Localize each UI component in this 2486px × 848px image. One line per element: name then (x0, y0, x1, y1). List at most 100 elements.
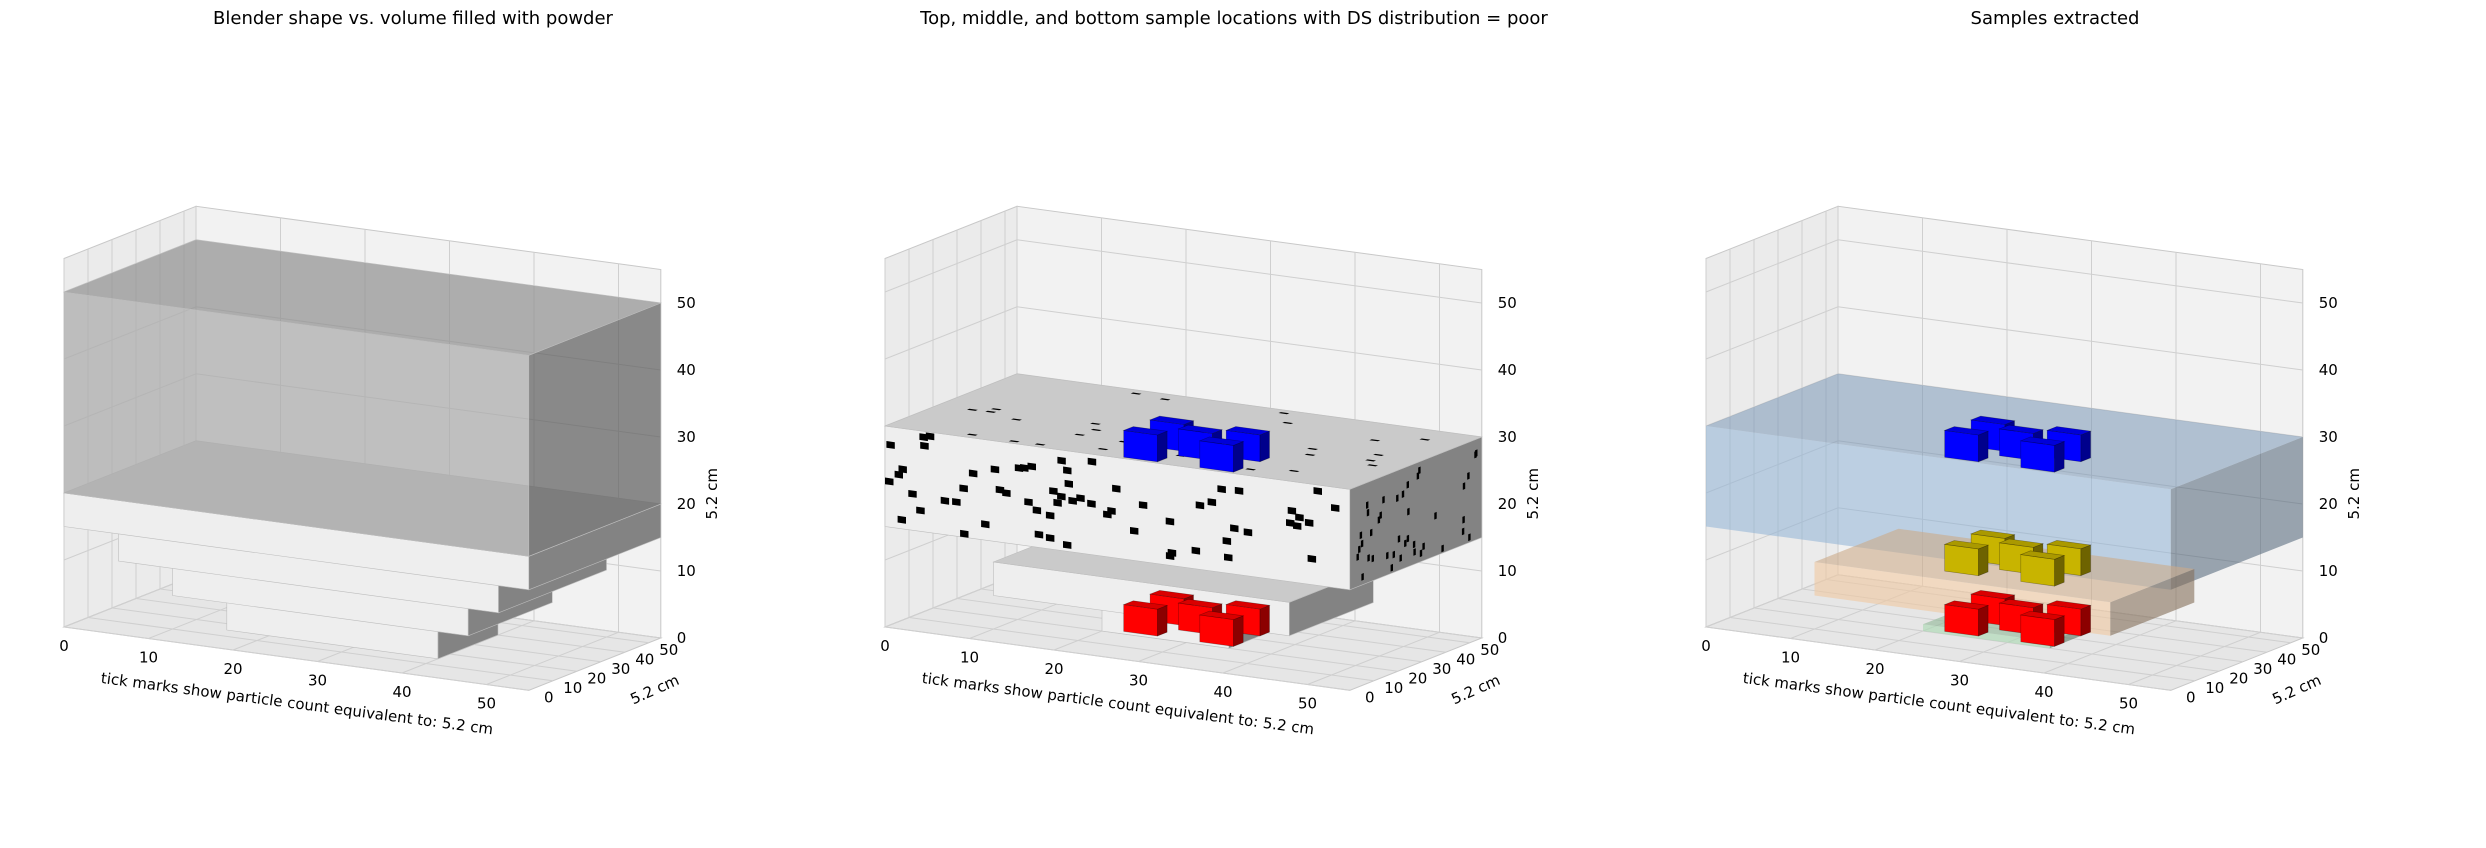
y-tick-label: 20 (2229, 669, 2248, 687)
speckle (1468, 533, 1471, 542)
plane-top-right (2170, 437, 2303, 590)
sample-cube-top (1969, 415, 2016, 425)
y-axis-label: 5.2 cm (628, 671, 682, 708)
grid-line-z (1705, 306, 2303, 371)
z-tick-label: 30 (2319, 428, 2338, 446)
x-tick-label: 30 (308, 672, 327, 690)
sample-cube-right (1978, 604, 1989, 637)
speckle (1366, 501, 1369, 509)
speckle (990, 408, 1002, 411)
sample-cube-top (1122, 600, 1169, 610)
sample-cube-top (1148, 590, 1195, 600)
panel-sample-locations: Top, middle, and bottom sample locations… (880, 8, 1548, 738)
sample-cube-top (1943, 600, 1990, 610)
speckle (1404, 539, 1407, 548)
speckle (1413, 548, 1416, 556)
x-tick-label: 10 (1781, 649, 1800, 667)
sample-cube-top (1122, 426, 1169, 436)
speckle (1461, 527, 1465, 536)
sample-cube-top (1177, 598, 1224, 609)
speckle (1419, 549, 1423, 558)
y-tick-label: 20 (587, 669, 606, 687)
speckle (1366, 508, 1370, 517)
y-tick-label: 50 (659, 641, 678, 659)
y-tick-label: 50 (2301, 641, 2320, 659)
x-tick-label: 40 (392, 683, 411, 701)
z-tick-label: 20 (677, 495, 696, 513)
speckle (1130, 527, 1139, 535)
y-axis-label: 5.2 cm (2270, 671, 2324, 708)
speckle (1293, 522, 1302, 530)
plot-content (62, 239, 662, 660)
sample-cube-right (1233, 615, 1244, 647)
x-tick-label: 20 (1044, 660, 1063, 678)
speckle (1422, 542, 1425, 551)
speckle (1386, 551, 1389, 560)
speckle (1165, 552, 1175, 560)
speckle (1397, 535, 1401, 543)
speckle (1138, 501, 1148, 509)
sample-cube-top (2019, 550, 2066, 560)
speckle (1396, 494, 1399, 502)
sample-cube-top (1998, 538, 2045, 548)
sample-cube-right (2054, 554, 2065, 587)
solid-blender-shape-top (62, 239, 662, 356)
samples-top (1943, 415, 2092, 473)
sample-cube-right (1157, 430, 1168, 463)
y-tick-label: 10 (2205, 679, 2224, 697)
x-tick-label: 0 (880, 637, 890, 655)
x-tick-label: 40 (1213, 683, 1232, 701)
y-tick-label: 10 (563, 679, 582, 697)
speckle (1112, 484, 1121, 493)
sample-cube-front (2020, 614, 2055, 647)
sample-cube-top (1998, 598, 2045, 609)
speckle (1407, 507, 1410, 516)
speckle (1304, 453, 1316, 456)
speckle (1230, 524, 1239, 533)
speckle (981, 520, 990, 529)
sample-cube-top (1148, 415, 1195, 425)
sample-cube-right (1978, 430, 1989, 463)
speckle (1057, 492, 1066, 501)
x-axis-label: tick marks show particle count equivalen… (1742, 669, 2136, 738)
speckle (1074, 433, 1086, 436)
speckle (898, 465, 907, 474)
sample-cube-front (1944, 543, 1979, 577)
speckle (1245, 468, 1257, 471)
z-tick-label: 40 (1498, 361, 1517, 379)
speckle (1286, 519, 1295, 527)
z-axis-label: 5.2 cm (703, 468, 721, 519)
y-tick-label: 20 (1408, 669, 1427, 687)
y-tick-label: 30 (611, 660, 630, 678)
sample-cube-right (2054, 615, 2065, 647)
sample-cube-top (1198, 610, 1245, 620)
sample-cube-right (1157, 604, 1168, 637)
speckle (1373, 453, 1384, 456)
x-tick-label: 50 (477, 695, 496, 713)
speckle (894, 470, 903, 479)
speckle (1008, 440, 1020, 443)
sample-cube-front (2020, 554, 2055, 587)
x-tick-label: 10 (960, 649, 979, 667)
z-tick-label: 20 (2319, 495, 2338, 513)
sample-cube-top (1225, 600, 1271, 610)
z-tick-label: 10 (677, 562, 696, 580)
y-tick-label: 0 (2186, 688, 2196, 706)
speckle (1367, 554, 1370, 562)
sample-cube-top (2046, 426, 2092, 436)
speckle (1331, 504, 1340, 512)
speckle (967, 408, 978, 411)
speckle (916, 506, 925, 515)
speckle (1090, 428, 1102, 431)
speckle (1045, 511, 1055, 520)
speckle (1288, 469, 1300, 472)
speckle (952, 498, 961, 506)
speckle (1392, 550, 1395, 559)
speckle (1287, 506, 1297, 515)
z-tick-label: 40 (2319, 361, 2338, 379)
speckle (1360, 539, 1364, 548)
speckle (1278, 412, 1290, 415)
z-tick-label: 10 (1498, 562, 1517, 580)
